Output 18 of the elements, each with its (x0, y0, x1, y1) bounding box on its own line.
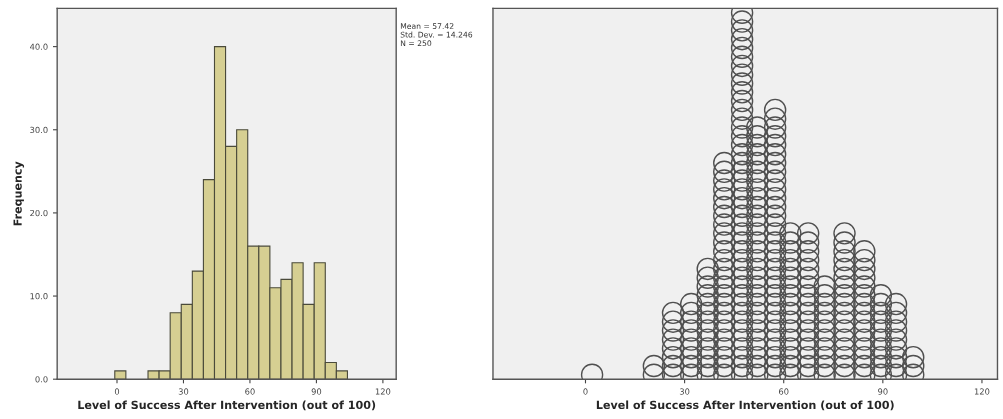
y-tick-label: 40.0 (30, 43, 48, 50)
x-axis-title: Level of Success After Intervention (out of 100) (78, 400, 376, 411)
y-axis-title: Frequency (13, 161, 25, 226)
y-tick-label: 10.0 (30, 293, 48, 300)
x-tick-label: 30 (178, 388, 189, 395)
x-tick-label: 60 (245, 388, 255, 395)
x-axis-title: Level of Success After Intervention (out of 100) (596, 400, 894, 411)
x-tick-label: 90 (311, 388, 322, 395)
x-tick-label: 120 (375, 388, 391, 395)
x-tick-label: 30 (679, 388, 690, 395)
y-tick-label: 30.0 (30, 126, 48, 134)
x-tick-label: 90 (878, 388, 888, 395)
x-tick-label: 0 (583, 388, 588, 395)
x-tick-label: 0 (114, 388, 120, 395)
x-tick-label: 60 (779, 388, 789, 395)
y-tick-label: 0.0 (35, 376, 48, 383)
x-tick-label: 120 (974, 388, 990, 395)
y-tick-label: 20.0 (30, 209, 48, 217)
